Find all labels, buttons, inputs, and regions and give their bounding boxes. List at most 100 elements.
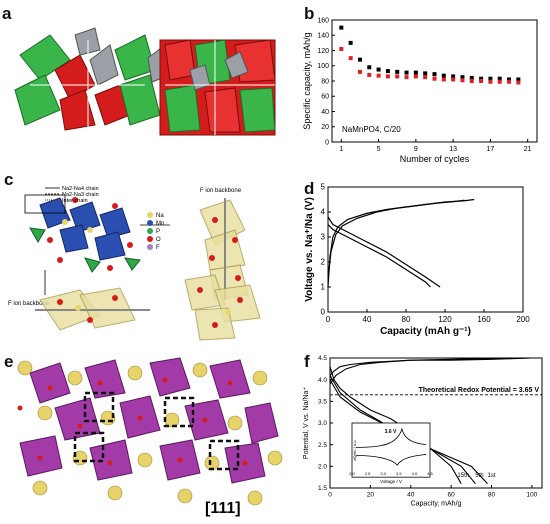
capacity-point-red [376, 73, 381, 78]
y-tick-label: 4.5 [318, 355, 327, 362]
x-tick-label: 60 [448, 492, 456, 499]
capacity-point-red [441, 77, 446, 82]
cycle-label: 5th [475, 473, 483, 479]
capacity-point-red [479, 79, 484, 83]
inset-frame [351, 422, 431, 478]
capacity-point-black [460, 75, 465, 80]
y-tick-label: 0 [325, 139, 329, 146]
capacity-point-black [348, 40, 353, 45]
y-tick-label: 3 [321, 233, 326, 242]
c-backbone-bottom [35, 287, 150, 331]
capacity-point-black [357, 57, 362, 62]
panel-f-label: f [304, 352, 310, 371]
capacity-point-black [516, 77, 521, 82]
capacity-point-black [376, 67, 381, 72]
charge-discharge-curve [327, 199, 465, 280]
chart-b-annotation: NaMnPO4, C/20 [342, 125, 401, 134]
panel-d-label: d [304, 179, 315, 198]
y-tick-label: 2.5 [318, 442, 327, 449]
panel-b-label: b [304, 4, 315, 23]
y-tick-label: 2 [321, 258, 326, 267]
panel-b: b 1 5 9 13 17 21 0 20 40 60 80 100 120 140 160 Number o… [300, 0, 550, 175]
cycle-label: 1st [488, 473, 496, 479]
panel-e-label: e [4, 352, 14, 371]
legend-chain-2: Na2-Na3 chain [62, 192, 99, 198]
capacity-point-black [479, 76, 484, 81]
y-tick-label: 120 [317, 48, 329, 55]
inset-peak-label: 3.6 V [385, 429, 397, 435]
y-tick-label: 4.0 [318, 377, 327, 384]
atom-legend: Na Mn P O F [147, 212, 164, 251]
panel-f: f 0 20 40 60 80 100 1.5 2.0 2.5 3.0 3.5 4.0 4.5 Capac… [300, 348, 550, 519]
charge-discharge-curve [327, 224, 431, 288]
capacity-point-red [357, 69, 362, 74]
charge-discharge-curve [327, 216, 441, 288]
crystal-structure-left [14, 27, 171, 131]
y-axis-label: Specific capacity, mAh/g [302, 32, 312, 129]
inset-x-tick-label: 2.0 [349, 471, 355, 476]
potential-curve [329, 366, 462, 484]
e-o-atoms [17, 377, 248, 466]
capacity-point-black [413, 70, 418, 75]
y-axis-label: Potential, V vs. Na/Na⁺ [303, 387, 310, 459]
capacity-point-red [404, 75, 409, 80]
x-axis-label: Capacity, mAh/g [411, 501, 462, 508]
capacity-point-red [395, 74, 400, 79]
y-tick-label: 40 [321, 109, 329, 116]
c-backbone-right [184, 274, 261, 341]
x-axis-label: Number of cycles [400, 154, 470, 164]
panel-e-structure: [111] [17, 357, 283, 517]
atom-na: Na [156, 213, 164, 219]
plot-frame [331, 19, 538, 143]
y-tick-label: 4 [321, 208, 326, 217]
e-na-atoms [17, 360, 283, 506]
inset-x-tick-label: 2.5 [365, 471, 371, 476]
x-tick-label: 13 [449, 146, 457, 153]
y-tick-label: 160 [317, 17, 329, 24]
capacity-point-red [339, 46, 344, 51]
e-highlight-boxes [73, 391, 240, 471]
crystal-structure-right [159, 39, 276, 136]
capacity-point-black [507, 77, 512, 82]
x-tick-label: 0 [326, 315, 331, 324]
capacity-point-black [451, 74, 456, 79]
capacity-point-black [423, 71, 428, 76]
capacity-point-red [460, 78, 465, 83]
capacity-point-black [497, 76, 502, 81]
panel-c-label: c [4, 170, 14, 189]
atom-mn: Mn [156, 221, 164, 227]
capacity-point-black [385, 69, 390, 74]
y-tick-label: 100 [317, 63, 329, 70]
y-tick-label: 0 [321, 308, 326, 317]
y-tick-label: 140 [317, 33, 329, 40]
y-tick-label: 5 [321, 183, 326, 192]
capacity-point-red [432, 76, 437, 81]
charge-discharge-curve [327, 198, 475, 288]
x-tick-label: 40 [407, 492, 415, 499]
x-tick-label: 21 [524, 146, 532, 153]
capacity-point-red [423, 75, 428, 80]
panel-a-structures [14, 27, 276, 136]
panel-c-structure: Na2-Na4 chain Na2-Na3 chain Inter chain … [8, 186, 261, 341]
x-tick-label: 5 [377, 146, 381, 153]
y-tick-label: 1.5 [318, 485, 327, 492]
capacity-point-black [469, 75, 474, 80]
capacity-point-red [348, 56, 353, 61]
y-tick-label: 3.0 [318, 420, 327, 427]
x-tick-label: 20 [367, 492, 375, 499]
x-tick-label: 160 [477, 315, 491, 324]
potential-curve [329, 357, 542, 376]
capacity-point-black [395, 69, 400, 74]
capacity-point-black [441, 73, 446, 78]
backbone-label-top: F ion backbone [200, 188, 242, 194]
x-tick-label: 100 [526, 492, 537, 499]
x-tick-label: 200 [516, 315, 530, 324]
plot-frame [327, 186, 524, 313]
capacity-point-red [413, 74, 418, 79]
y-tick-label: 20 [321, 124, 329, 131]
legend-chain-1: Na2-Na4 chain [62, 186, 99, 192]
atom-f: F [156, 245, 160, 251]
capacity-point-red [469, 79, 474, 83]
backbone-label-bottom: F ion backbone [8, 301, 50, 307]
y-tick-label: 60 [321, 94, 329, 101]
